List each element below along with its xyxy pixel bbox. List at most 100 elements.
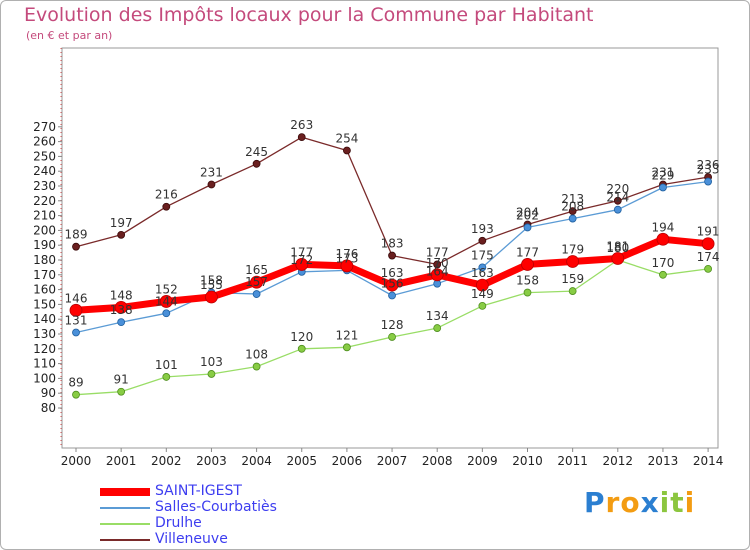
data-point-drulhe <box>433 324 442 332</box>
data-point-drulhe <box>388 333 396 341</box>
plot-area <box>61 47 719 449</box>
data-label-drulhe: 108 <box>245 348 268 362</box>
data-label-salles-courbati-s: 131 <box>65 314 88 328</box>
data-label-salles-courbati-s: 229 <box>651 168 674 182</box>
data-point-drulhe <box>342 343 351 352</box>
data-label-drulhe: 121 <box>335 328 358 342</box>
logo-letter: o <box>620 486 641 519</box>
data-point-villeneuve <box>478 236 487 245</box>
data-point-drulhe <box>659 270 667 279</box>
data-label-drulhe: 128 <box>381 318 404 332</box>
data-point-saint-igest <box>114 300 128 314</box>
data-label-villeneuve: 189 <box>65 228 88 242</box>
y-tick-label: 200 <box>33 223 56 237</box>
legend-item: Drulhe <box>100 515 350 532</box>
data-label-salles-courbati-s: 173 <box>335 251 358 265</box>
data-label-villeneuve: 193 <box>471 222 494 236</box>
y-tick-label: 120 <box>33 342 56 356</box>
data-label-salles-courbati-s: 144 <box>155 294 178 308</box>
data-label-salles-courbati-s: 138 <box>110 303 133 317</box>
logo-letter: x <box>640 486 660 519</box>
legend-item: Villeneuve <box>100 531 350 548</box>
data-label-salles-courbati-s: 158 <box>200 274 223 288</box>
data-label-villeneuve: 197 <box>110 216 133 230</box>
data-label-drulhe: 134 <box>426 309 449 323</box>
data-point-villeneuve <box>388 251 396 260</box>
x-tick-label: 2005 <box>286 454 317 468</box>
y-tick-label: 160 <box>33 283 56 297</box>
data-label-salles-courbati-s: 233 <box>697 163 720 177</box>
data-point-drulhe <box>704 264 712 273</box>
y-tick-label: 150 <box>33 297 56 311</box>
chart-title: Evolution des Impôts locaux pour la Comm… <box>24 4 594 26</box>
data-point-salles-courbati-s <box>568 214 577 223</box>
data-label-saint-igest: 194 <box>651 220 674 234</box>
x-tick-label: 2010 <box>512 454 543 468</box>
data-label-salles-courbati-s: 175 <box>471 248 494 262</box>
data-label-villeneuve: 220 <box>606 182 629 196</box>
legend-swatch <box>100 523 150 525</box>
x-tick-label: 2009 <box>467 454 498 468</box>
data-label-villeneuve: 183 <box>381 237 404 251</box>
x-tick-label: 2002 <box>151 454 182 468</box>
data-point-salles-courbati-s <box>433 279 442 288</box>
data-point-drulhe <box>478 301 487 310</box>
x-tick-label: 2006 <box>332 454 363 468</box>
data-label-drulhe: 174 <box>697 250 720 264</box>
data-point-saint-igest <box>295 258 309 271</box>
x-tick-label: 2000 <box>61 454 92 468</box>
y-tick-label: 270 <box>33 120 56 134</box>
data-point-saint-igest <box>521 258 534 271</box>
data-point-drulhe <box>117 387 126 396</box>
x-tick-label: 2003 <box>196 454 227 468</box>
y-tick-label: 110 <box>33 357 56 371</box>
data-label-saint-igest: 176 <box>335 247 358 261</box>
data-point-drulhe <box>162 373 171 381</box>
data-point-drulhe <box>523 288 532 297</box>
data-label-salles-courbati-s: 156 <box>381 277 404 291</box>
data-label-drulhe: 101 <box>155 358 178 372</box>
data-label-villeneuve: 236 <box>697 158 720 172</box>
y-tick-label: 100 <box>33 371 56 385</box>
legend-item: SAINT-IGEST <box>100 483 350 500</box>
legend-label: Villeneuve <box>155 531 228 547</box>
data-label-villeneuve: 231 <box>200 166 223 180</box>
data-label-villeneuve: 254 <box>335 131 358 145</box>
x-tick-label: 2004 <box>241 454 272 468</box>
data-label-villeneuve: 177 <box>426 245 449 259</box>
data-point-saint-igest <box>340 259 354 273</box>
data-point-saint-igest <box>385 278 399 292</box>
data-point-drulhe <box>72 390 80 399</box>
data-point-saint-igest <box>205 290 218 304</box>
data-label-drulhe: 159 <box>561 272 584 286</box>
data-label-villeneuve: 263 <box>290 118 313 132</box>
logo-letter: P <box>584 486 606 519</box>
data-point-saint-igest <box>475 278 489 292</box>
legend-swatch <box>100 539 150 541</box>
legend-label: SAINT-IGEST <box>155 483 242 499</box>
data-point-villeneuve <box>433 260 442 269</box>
data-point-salles-courbati-s <box>704 177 712 186</box>
x-tick-label: 2014 <box>693 454 724 468</box>
legend-swatch <box>100 488 150 496</box>
data-label-salles-courbati-s: 202 <box>516 208 539 222</box>
data-point-salles-courbati-s <box>523 223 532 232</box>
logo-letter: t <box>670 486 685 519</box>
logo-letter: i <box>659 486 671 519</box>
y-tick-label: 220 <box>33 194 56 208</box>
data-label-saint-igest: 155 <box>200 278 223 292</box>
logo-letter: r <box>605 486 621 519</box>
y-tick-label: 240 <box>33 164 56 178</box>
data-label-saint-igest: 191 <box>697 225 720 239</box>
data-label-villeneuve: 216 <box>155 188 178 202</box>
data-label-saint-igest: 170 <box>426 256 449 270</box>
data-label-villeneuve: 245 <box>245 145 268 159</box>
data-label-villeneuve: 213 <box>561 192 584 206</box>
data-point-drulhe <box>207 370 216 378</box>
data-label-villeneuve: 231 <box>651 166 674 180</box>
data-point-saint-igest <box>159 295 173 308</box>
x-tick-label: 2011 <box>557 454 588 468</box>
line-chart: 8090100110120130140150160170180190200210… <box>33 47 724 468</box>
data-point-saint-igest <box>701 237 715 251</box>
x-tick-label: 2001 <box>106 454 137 468</box>
